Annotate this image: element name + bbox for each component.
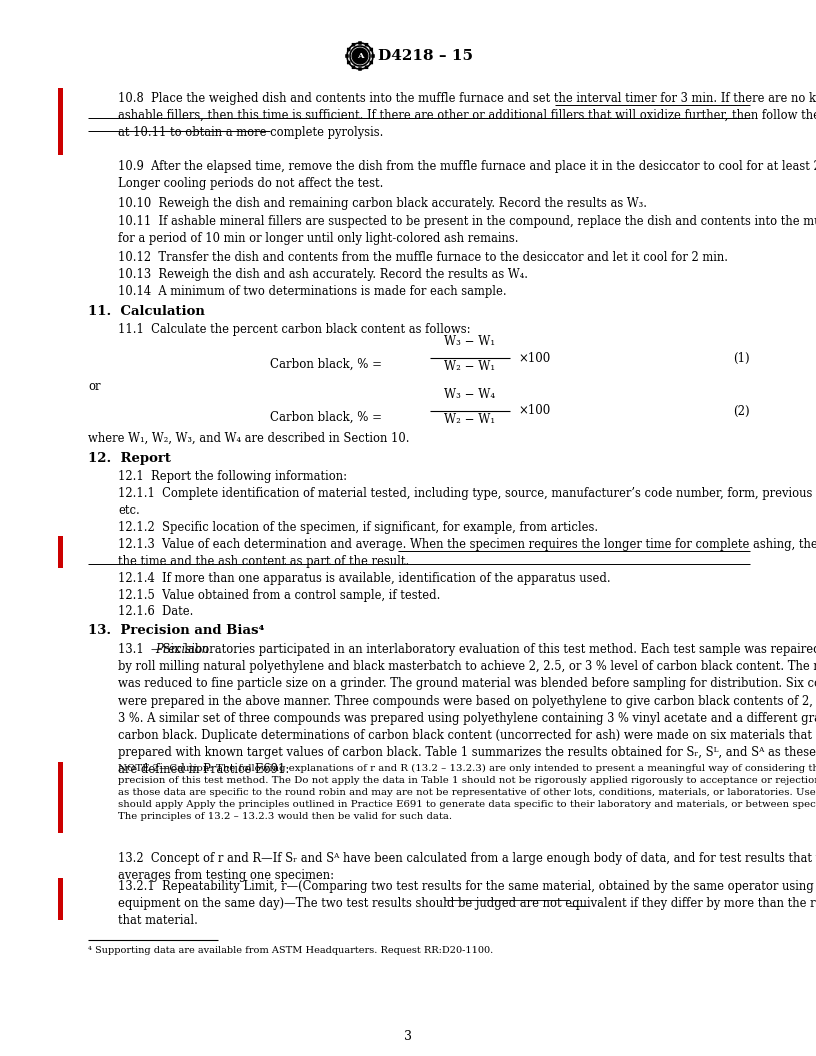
Text: Carbon black, % =: Carbon black, % = [270,411,382,425]
Bar [58,762,63,833]
Text: 10.11  If ashable mineral fillers are suspected to be present in the compound, r: 10.11 If ashable mineral fillers are sus… [118,215,816,245]
Text: 10.13  Reweigh the dish and ash accurately. Record the results as W₄.: 10.13 Reweigh the dish and ash accuratel… [118,268,528,281]
FancyBboxPatch shape [347,60,351,64]
FancyBboxPatch shape [358,41,361,44]
Text: W₃ − W₄: W₃ − W₄ [445,388,495,401]
Text: 12.1.6  Date.: 12.1.6 Date. [118,605,193,618]
Text: 11.  Calculation: 11. Calculation [88,305,205,318]
FancyBboxPatch shape [365,43,368,46]
Text: NOTE 2—Caution: The following explanations of r and R (13.2 – 13.2.3) are only i: NOTE 2—Caution: The following explanatio… [118,763,816,821]
Text: 13.2.1  Repeatability Limit, r—(Comparing two test results for the same material: 13.2.1 Repeatability Limit, r—(Comparing… [118,880,816,927]
Text: or: or [88,380,100,393]
Text: 10.9  After the elapsed time, remove the dish from the muffle furnace and place : 10.9 After the elapsed time, remove the … [118,161,816,190]
Text: 12.  Report: 12. Report [88,452,171,465]
Text: Precision: Precision [155,643,209,656]
Text: 10.12  Transfer the dish and contents from the muffle furnace to the desiccator : 10.12 Transfer the dish and contents fro… [118,251,728,264]
Text: (1): (1) [734,352,750,364]
Text: ⁴ Supporting data are available from ASTM Headquarters. Request RR:D20-1100.: ⁴ Supporting data are available from AST… [88,946,493,955]
Text: 13.2  Concept of r and R—If Sᵣ and Sᴬ have been calculated from a large enough b: 13.2 Concept of r and R—If Sᵣ and Sᴬ hav… [118,852,816,882]
Text: W₂ − W₁: W₂ − W₁ [445,413,495,426]
Text: D4218 – 15: D4218 – 15 [378,49,473,63]
Text: ×100: ×100 [518,352,550,364]
FancyBboxPatch shape [371,54,375,58]
Bar [58,878,63,920]
Text: 11.1  Calculate the percent carbon black content as follows:: 11.1 Calculate the percent carbon black … [118,323,471,336]
Text: 3: 3 [404,1030,412,1043]
Text: 12.1.4  If more than one apparatus is available, identification of the apparatus: 12.1.4 If more than one apparatus is ava… [118,572,610,585]
Text: 10.8  Place the weighed dish and contents into the muffle furnace and set the in: 10.8 Place the weighed dish and contents… [118,92,816,139]
Text: where W₁, W₂, W₃, and W₄ are described in Section 10.: where W₁, W₂, W₃, and W₄ are described i… [88,432,410,445]
FancyBboxPatch shape [345,54,348,58]
FancyBboxPatch shape [347,48,351,52]
Bar [58,88,63,155]
Text: ×100: ×100 [518,404,550,417]
FancyBboxPatch shape [370,48,373,52]
Text: 10.14  A minimum of two determinations is made for each sample.: 10.14 A minimum of two determinations is… [118,285,507,298]
Text: 13.  Precision and Bias⁴: 13. Precision and Bias⁴ [88,624,264,637]
Circle shape [352,48,368,64]
FancyBboxPatch shape [352,65,355,69]
FancyBboxPatch shape [352,43,355,46]
Text: 12.1.1  Complete identification of material tested, including type, source, manu: 12.1.1 Complete identification of materi… [118,487,816,517]
FancyBboxPatch shape [365,65,368,69]
Text: 10.10  Reweigh the dish and remaining carbon black accurately. Record the result: 10.10 Reweigh the dish and remaining car… [118,197,647,210]
Bar [58,536,63,568]
Text: 12.1.2  Specific location of the specimen, if significant, for example, from art: 12.1.2 Specific location of the specimen… [118,521,598,534]
FancyBboxPatch shape [370,60,373,64]
Text: W₂ − W₁: W₂ − W₁ [445,360,495,373]
Text: 12.1.3  Value of each determination and average. When the specimen requires the : 12.1.3 Value of each determination and a… [118,538,816,568]
Text: Carbon black, % =: Carbon black, % = [270,358,382,371]
Text: 13.1  —Six laboratories participated in an interlaboratory evaluation of this te: 13.1 —Six laboratories participated in a… [118,643,816,776]
FancyBboxPatch shape [358,68,361,71]
Text: 12.1.5  Value obtained from a control sample, if tested.: 12.1.5 Value obtained from a control sam… [118,589,441,602]
Text: W₃ − W₁: W₃ − W₁ [445,335,495,348]
Text: A: A [357,52,363,60]
Text: (2): (2) [734,404,750,417]
Text: 12.1  Report the following information:: 12.1 Report the following information: [118,470,347,483]
